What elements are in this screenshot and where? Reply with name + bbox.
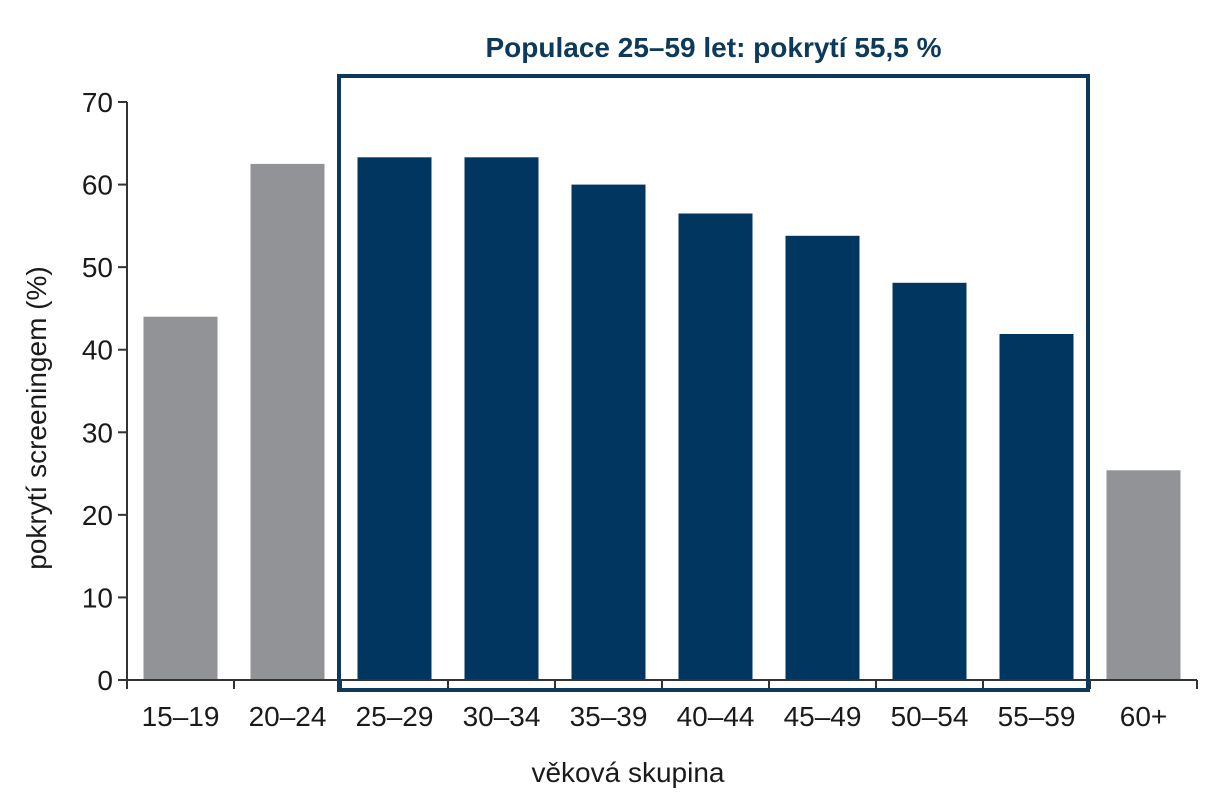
x-tick-label-35–39: 35–39 <box>570 701 648 732</box>
x-tick-label-25–29: 25–29 <box>356 701 434 732</box>
bar-30–34 <box>464 157 539 681</box>
x-tick-label-20–24: 20–24 <box>249 701 327 732</box>
bar-25–29 <box>357 157 432 681</box>
bar-20–24 <box>250 163 325 680</box>
bar-35–39 <box>571 184 646 680</box>
highlight-frame <box>337 74 1090 692</box>
bar-40–44 <box>678 213 753 680</box>
x-tick-label-30–34: 30–34 <box>463 701 541 732</box>
bars-group <box>143 157 1181 681</box>
bar-55–59 <box>999 334 1074 680</box>
bar-60+ <box>1106 470 1181 680</box>
y-tick-label-50: 50 <box>82 252 113 283</box>
y-axis-title: pokrytí screeningem (%) <box>21 266 52 569</box>
x-tick-label-60+: 60+ <box>1120 701 1168 732</box>
y-tick-label-0: 0 <box>97 665 113 696</box>
y-tick-label-60: 60 <box>82 170 113 201</box>
x-axis-title: věková skupina <box>531 757 724 788</box>
y-tick-label-40: 40 <box>82 335 113 366</box>
y-tick-label-70: 70 <box>82 87 113 118</box>
y-tick-label-10: 10 <box>82 582 113 613</box>
x-tick-label-45–49: 45–49 <box>784 701 862 732</box>
y-tick-label-20: 20 <box>82 500 113 531</box>
y-tick-label-30: 30 <box>82 417 113 448</box>
x-tick-label-50–54: 50–54 <box>891 701 969 732</box>
bar-45–49 <box>785 235 860 681</box>
highlight-label: Populace 25–59 let: pokrytí 55,5 % <box>486 32 942 63</box>
x-tick-label-15–19: 15–19 <box>142 701 220 732</box>
x-tick-label-55–59: 55–59 <box>998 701 1076 732</box>
bar-15–19 <box>143 316 218 680</box>
bar-50–54 <box>892 282 967 680</box>
x-tick-label-40–44: 40–44 <box>677 701 755 732</box>
axes-group: 0 10 20 30 40 50 60 70 15–19 20–24 25–29 30–34 35–39… <box>82 87 1198 732</box>
